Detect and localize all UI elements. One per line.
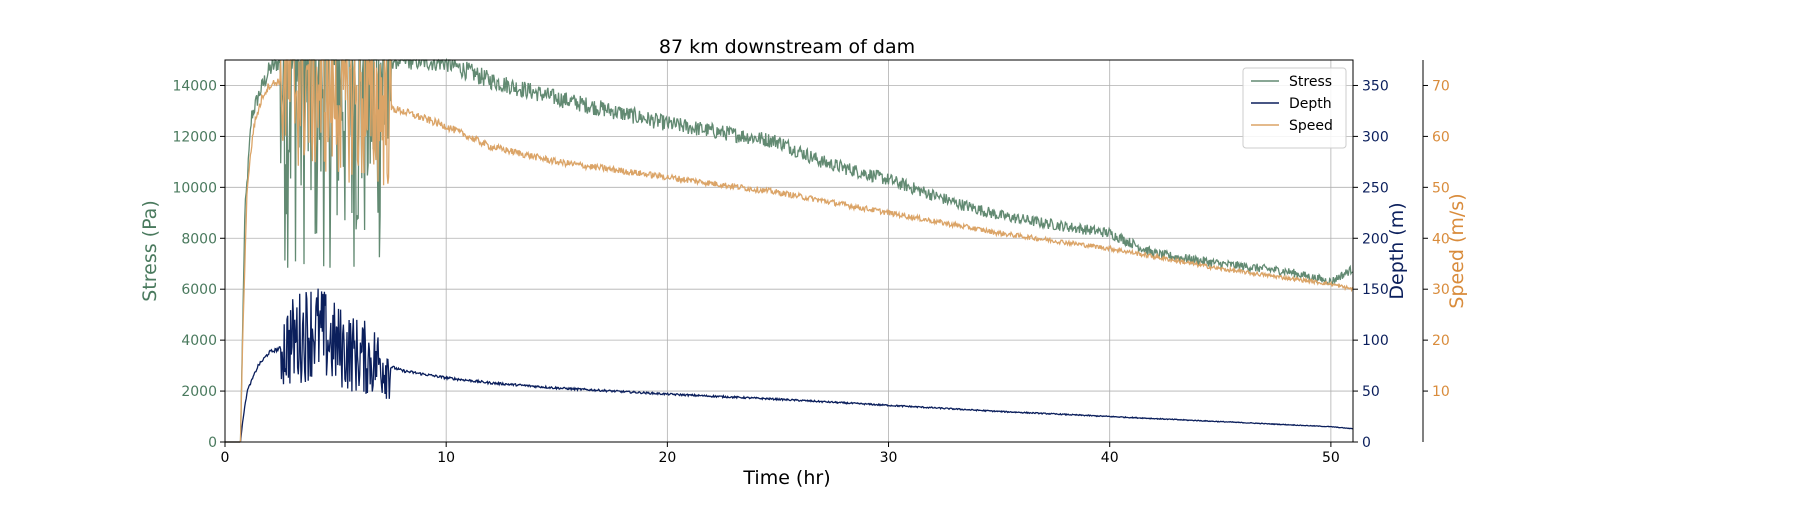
speed-tick-label: 60 [1432, 129, 1450, 145]
stress-tick-label: 2000 [181, 384, 217, 400]
plot-lines [225, 57, 1354, 443]
depth-tick-label: 250 [1362, 180, 1389, 196]
x-axis-label: Time (hr) [742, 467, 830, 489]
x-tick-label: 50 [1322, 450, 1340, 466]
axes: 0 10 20 30 40 5002000400060008000100001200014… [172, 59, 1450, 466]
depth-tick-label: 150 [1362, 282, 1389, 298]
series-line-speed [225, 59, 1354, 443]
x-tick-label: 30 [880, 450, 898, 466]
speed-tick-label: 40 [1432, 231, 1450, 247]
stress-tick-label: 12000 [172, 129, 217, 145]
x-tick-label: 40 [1101, 450, 1119, 466]
legend: Stress Depth Speed [1242, 67, 1347, 149]
speed-tick-label: 20 [1432, 333, 1450, 349]
grid [224, 60, 1353, 443]
speed-tick-label: 50 [1432, 180, 1450, 196]
stress-tick-label: 4000 [181, 333, 217, 349]
speed-tick-label: 70 [1432, 78, 1450, 94]
series-line-depth [225, 288, 1354, 443]
depth-tick-label: 300 [1362, 129, 1389, 145]
legend-label: Depth [1289, 96, 1332, 112]
depth-tick-label: 350 [1362, 78, 1389, 94]
stress-tick-label: 8000 [181, 231, 217, 247]
speed-tick-label: 30 [1432, 282, 1450, 298]
depth-tick-label: 200 [1362, 231, 1389, 247]
speed-axis-label: Speed (m/s) [1446, 193, 1468, 308]
stress-tick-label: 14000 [172, 78, 217, 94]
chart-title: 87 km downstream of dam [659, 36, 915, 58]
legend-box [1242, 67, 1347, 149]
x-tick-label: 10 [437, 450, 455, 466]
stress-tick-label: 0 [208, 435, 217, 451]
speed-tick-label: 10 [1432, 384, 1450, 400]
series-line-stress [225, 57, 1354, 443]
x-tick-label: 20 [658, 450, 676, 466]
depth-tick-label: 100 [1362, 333, 1389, 349]
depth-tick-label: 50 [1362, 384, 1380, 400]
plot-frame [224, 59, 1354, 443]
legend-label: Stress [1289, 74, 1332, 90]
x-tick-label: 0 [221, 450, 230, 466]
depth-tick-label: 0 [1362, 435, 1371, 451]
depth-axis-label: Depth (m) [1386, 202, 1408, 299]
legend-label: Speed [1289, 118, 1333, 134]
stress-tick-label: 10000 [172, 180, 217, 196]
stress-axis-label: Stress (Pa) [139, 200, 161, 302]
stress-tick-label: 6000 [181, 282, 217, 298]
